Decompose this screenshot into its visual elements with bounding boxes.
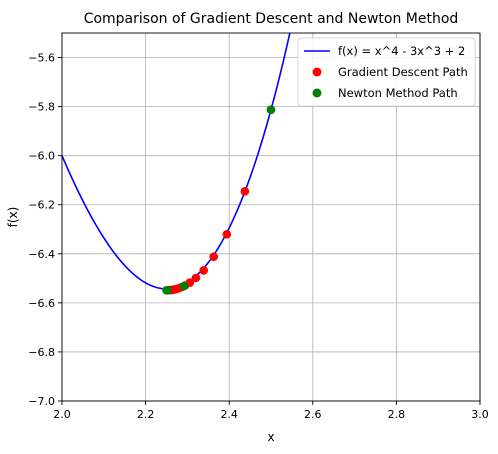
- gradient-descent-point: [240, 187, 250, 196]
- gradient-descent-point: [209, 252, 218, 262]
- legend-curve-label: f(x) = x^4 - 3x^3 + 2: [338, 44, 465, 58]
- newton-method-point: [162, 286, 171, 295]
- x-tick-label: 2.4: [220, 408, 238, 421]
- legend: f(x) = x^4 - 3x^3 + 2 Gradient Descent P…: [297, 37, 476, 107]
- newton-method-point: [179, 281, 189, 291]
- y-tick-label: −5.8: [28, 101, 55, 114]
- newton-method-points: [162, 105, 276, 295]
- legend-box: [297, 37, 476, 107]
- gradient-descent-point: [191, 273, 201, 283]
- y-tick-label: −6.0: [28, 150, 55, 163]
- y-axis-label: f(x): [6, 207, 20, 228]
- plot-frame: [61, 32, 481, 402]
- legend-newton-marker: [312, 88, 322, 98]
- y-tick-label: −6.2: [28, 199, 55, 212]
- legend-newton-label: Newton Method Path: [338, 86, 458, 100]
- gradient-descent-point: [222, 229, 232, 239]
- gradient-descent-points: [163, 105, 276, 295]
- chart-title: Comparison of Gradient Descent and Newto…: [84, 11, 459, 27]
- x-tick-label: 3.0: [471, 408, 489, 421]
- y-tick-label: −6.6: [28, 297, 55, 310]
- y-tick-label: −6.4: [28, 248, 55, 261]
- y-axis-ticks: −7.0 −6.8 −6.6 −6.4 −6.2 −6.0 −5.8 −5.6: [28, 52, 62, 408]
- legend-gradient-descent-marker: [312, 67, 322, 77]
- legend-gradient-descent-label: Gradient Descent Path: [338, 65, 468, 79]
- y-tick-label: −5.6: [28, 52, 55, 65]
- x-tick-label: 2.0: [53, 408, 71, 421]
- x-tick-label: 2.8: [388, 408, 406, 421]
- gradient-descent-point: [199, 266, 209, 275]
- y-tick-label: −6.8: [28, 346, 55, 359]
- y-tick-label: −7.0: [28, 395, 55, 408]
- x-axis-label: x: [267, 430, 274, 444]
- x-tick-label: 2.2: [137, 408, 155, 421]
- plot-area: [62, 33, 291, 295]
- x-axis-ticks: 2.0 2.2 2.4 2.6 2.8 3.0: [53, 401, 489, 421]
- newton-method-point: [266, 105, 276, 114]
- x-tick-label: 2.6: [304, 408, 322, 421]
